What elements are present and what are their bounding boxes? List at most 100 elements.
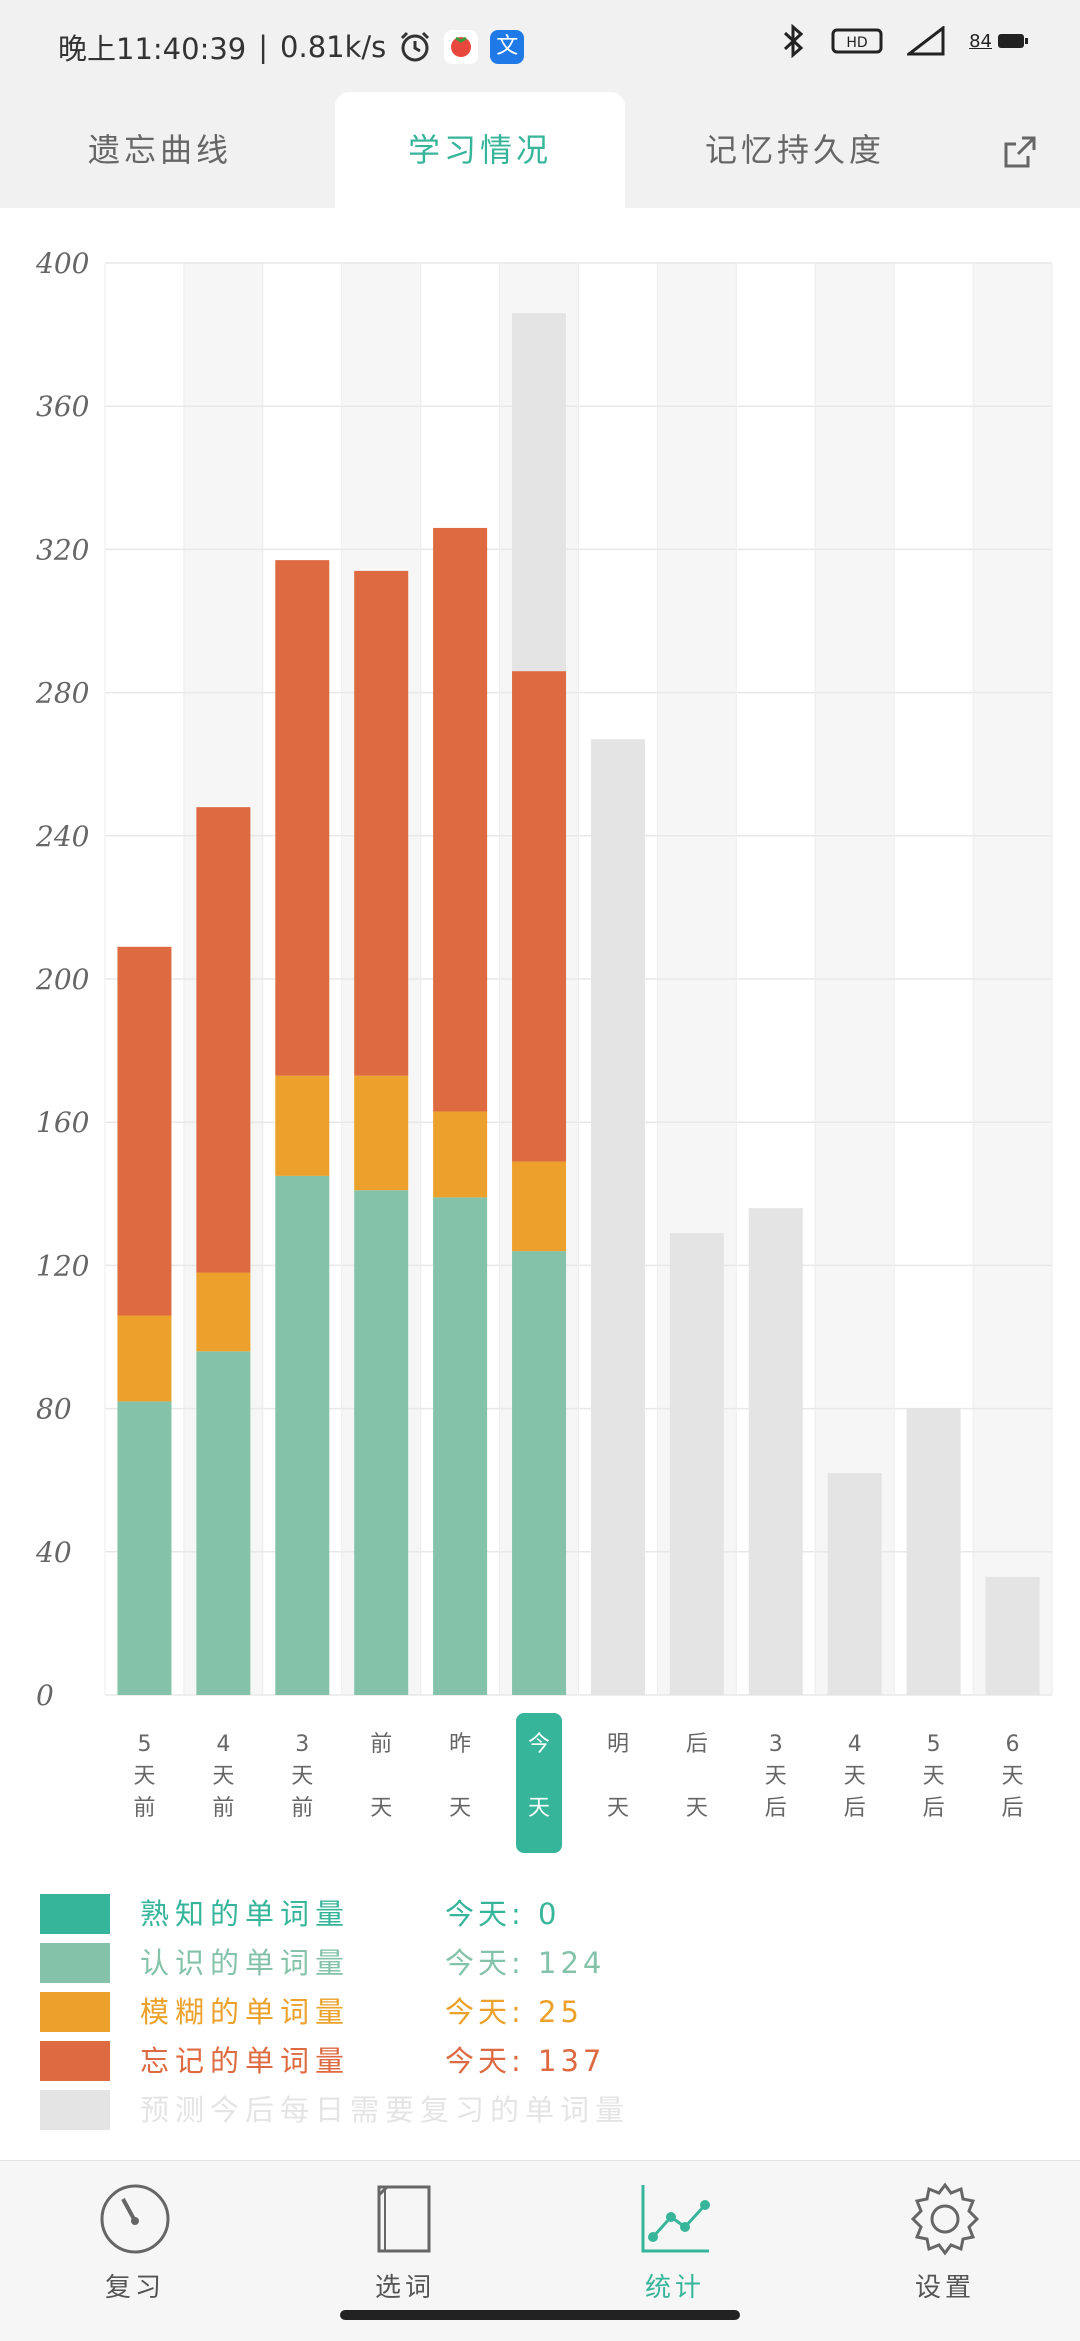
x-tick-label: 天 <box>844 1764 866 1789</box>
svg-text:HD: HD <box>846 35 867 51</box>
y-tick-label: 120 <box>36 1249 89 1282</box>
bar-fuzzy <box>117 1315 172 1402</box>
gear-icon <box>910 2182 980 2256</box>
legend-label-forecast: 预测今后每日需要复习的单词量 <box>140 2093 631 2127</box>
x-tick-label: 后 <box>686 1732 708 1757</box>
bar-fuzzy <box>196 1272 251 1352</box>
legend-item-familiar: 熟知的单词量 今天: 0 <box>40 1890 1040 1939</box>
x-tick-label: 前 <box>291 1796 313 1821</box>
nav-statistics[interactable]: 统计 <box>595 2179 755 2304</box>
y-tick-label: 360 <box>36 390 89 423</box>
line-chart-icon <box>641 2185 710 2253</box>
cell-signal-icon <box>907 26 945 56</box>
y-tick-label: 400 <box>35 247 89 280</box>
bar-forecast <box>512 313 567 672</box>
tab-bar: 遗忘曲线 学习情况 记忆持久度 <box>0 92 1080 208</box>
nav-select-words[interactable]: 选词 <box>325 2179 485 2304</box>
bar-forecast <box>590 739 645 1695</box>
legend-label-fuzzy: 模糊的单词量 <box>140 1995 351 2029</box>
y-tick-label: 80 <box>36 1393 72 1426</box>
y-tick-label: 320 <box>36 533 89 566</box>
legend-swatch-familiar <box>40 1894 110 1934</box>
book-icon <box>377 2185 431 2253</box>
y-tick-label: 160 <box>36 1106 89 1139</box>
x-tick-label: 昨 <box>449 1732 471 1757</box>
legend-value-forgot: 今天: 137 <box>445 2044 606 2078</box>
status-time: 晚上11:40:39 <box>58 32 247 66</box>
tab-memory-durability[interactable]: 记忆持久度 <box>704 131 885 169</box>
x-tick-label: 天 <box>370 1796 392 1821</box>
x-tick-label: 天 <box>923 1764 945 1789</box>
legend-item-forecast: 预测今后每日需要复习的单词量 <box>40 2086 1040 2135</box>
bar-forecast <box>748 1208 803 1695</box>
x-tick-label: 4 <box>848 1732 862 1757</box>
x-tick-label: 6 <box>1006 1732 1020 1757</box>
x-tick-label: 天 <box>528 1796 550 1821</box>
legend-item-forgot: 忘记的单词量 今天: 137 <box>40 2037 1040 2086</box>
legend-swatch-known <box>40 1943 110 1983</box>
bar-known <box>275 1175 330 1695</box>
x-tick-label: 3 <box>295 1732 309 1757</box>
battery-icon <box>998 34 1028 48</box>
bar-forgot <box>196 807 251 1273</box>
x-tick-label: 后 <box>844 1796 866 1821</box>
bluetooth-icon <box>784 24 804 58</box>
legend-value-familiar: 今天: 0 <box>445 1897 561 1931</box>
legend-label-forgot: 忘记的单词量 <box>140 2044 351 2078</box>
status-right: HD 84 <box>781 24 1030 58</box>
x-tick-label: 天 <box>765 1764 787 1789</box>
status-separator: | <box>258 30 269 64</box>
home-indicator <box>340 2310 740 2320</box>
bar-forgot <box>512 671 567 1162</box>
bar-known <box>354 1190 409 1695</box>
translate-app-icon: 文 <box>490 30 525 64</box>
legend-swatch-forecast <box>40 2090 110 2130</box>
learning-chart: 040801201602002402803203604005天前4天前3天前前天… <box>35 247 1053 1853</box>
bar-known <box>512 1251 567 1695</box>
x-tick-label: 后 <box>765 1796 787 1821</box>
bar-fuzzy <box>433 1111 488 1198</box>
bar-forecast <box>906 1408 961 1695</box>
nav-review[interactable]: 复习 <box>55 2179 215 2304</box>
share-icon[interactable] <box>1000 132 1040 172</box>
x-tick-label: 天 <box>686 1796 708 1821</box>
hd-signal-icon: HD <box>831 28 883 54</box>
bar-forecast <box>827 1473 882 1695</box>
nav-review-label: 复习 <box>104 2273 165 2303</box>
status-left: 晚上11:40:39 | 0.81k/s 文 <box>58 26 525 68</box>
x-tick-label: 后 <box>1002 1796 1024 1821</box>
tab-forgetting-curve[interactable]: 遗忘曲线 <box>87 131 232 169</box>
legend-item-fuzzy: 模糊的单词量 今天: 25 <box>40 1988 1040 2037</box>
y-tick-label: 200 <box>35 963 89 996</box>
nav-settings-label: 设置 <box>914 2273 975 2303</box>
legend-label-known: 认识的单词量 <box>140 1946 351 1980</box>
x-tick-label: 天 <box>212 1764 234 1789</box>
legend-swatch-fuzzy <box>40 1992 110 2032</box>
bar-forecast <box>985 1576 1040 1695</box>
nav-statistics-label: 统计 <box>644 2273 705 2303</box>
x-tick-label: 今 <box>528 1732 550 1757</box>
x-tick-label: 天 <box>291 1764 313 1789</box>
y-tick-label: 240 <box>35 820 89 853</box>
bar-fuzzy <box>512 1161 567 1252</box>
x-tick-label: 5 <box>927 1732 941 1757</box>
tab-learning-status[interactable]: 学习情况 <box>335 92 625 208</box>
x-tick-label: 5 <box>137 1732 151 1757</box>
bar-known <box>117 1401 172 1695</box>
x-tick-label: 天 <box>1002 1764 1024 1789</box>
tomato-app-icon <box>444 30 479 64</box>
bar-forecast <box>669 1233 724 1695</box>
legend-item-known: 认识的单词量 今天: 124 <box>40 1939 1040 1988</box>
y-tick-label: 40 <box>35 1536 72 1569</box>
x-tick-label: 天 <box>133 1764 155 1789</box>
nav-settings[interactable]: 设置 <box>865 2179 1025 2304</box>
bar-forgot <box>275 560 330 1076</box>
alarm-icon <box>401 31 430 62</box>
x-tick-label: 前 <box>133 1796 155 1821</box>
bar-fuzzy <box>275 1075 330 1176</box>
x-tick-label: 明 <box>607 1732 629 1757</box>
x-tick-label: 4 <box>216 1732 230 1757</box>
legend-value-known: 今天: 124 <box>445 1946 606 1980</box>
x-tick-label: 天 <box>607 1796 629 1821</box>
status-speed: 0.81k/s <box>280 30 387 64</box>
